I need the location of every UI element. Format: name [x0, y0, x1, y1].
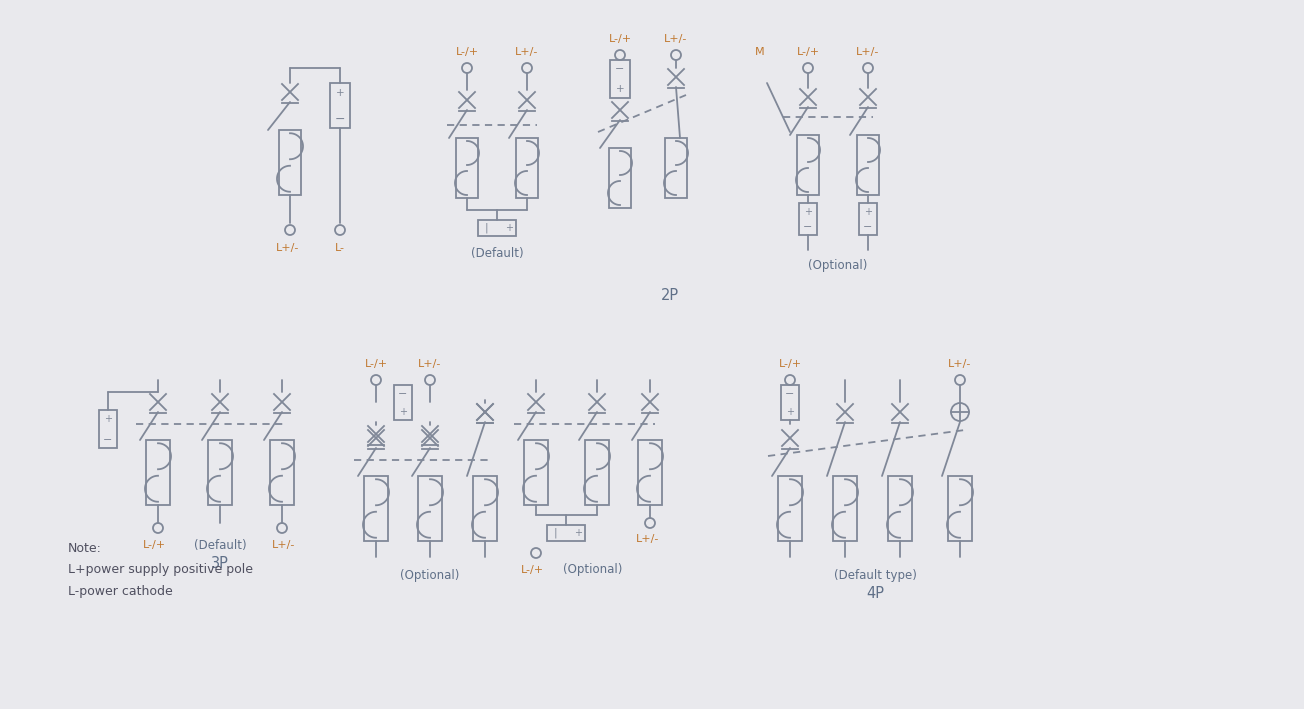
Text: L+/-: L+/- [419, 359, 442, 369]
Text: −: − [785, 389, 794, 399]
Text: +: + [104, 414, 112, 424]
Text: L+/-: L+/- [664, 34, 687, 44]
Bar [781, 385, 799, 420]
Bar [799, 203, 818, 235]
Bar [456, 138, 479, 198]
Bar [524, 440, 548, 505]
Bar [610, 60, 630, 98]
Bar [364, 476, 389, 541]
Text: −: − [803, 222, 812, 232]
Bar [209, 440, 232, 505]
Bar [948, 476, 971, 541]
Text: L+/-: L+/- [857, 47, 880, 57]
Text: L+/-: L+/- [515, 47, 539, 57]
Text: L+/-: L+/- [948, 359, 971, 369]
Bar [419, 476, 442, 541]
Bar [270, 440, 293, 505]
Text: 2P: 2P [661, 288, 679, 303]
Text: (Optional): (Optional) [563, 564, 623, 576]
Text: (Optional): (Optional) [808, 259, 867, 272]
Bar [665, 138, 687, 198]
Text: +: + [335, 88, 344, 98]
Bar [797, 135, 819, 195]
Text: +: + [805, 207, 812, 217]
Text: 3P: 3P [211, 555, 230, 571]
Bar [330, 83, 349, 128]
Bar [473, 476, 497, 541]
Text: −: − [103, 435, 112, 445]
Bar [833, 476, 857, 541]
Text: (Default): (Default) [471, 247, 523, 260]
Text: L+/-: L+/- [276, 243, 300, 253]
Bar [638, 440, 662, 505]
Bar [279, 130, 301, 195]
Bar [888, 476, 911, 541]
Text: +: + [399, 407, 407, 417]
Text: (Default type): (Default type) [833, 569, 917, 581]
Text: L-/+: L-/+ [520, 565, 544, 575]
Text: L-power cathode: L-power cathode [68, 586, 172, 598]
Text: +: + [505, 223, 512, 233]
Bar [859, 203, 878, 235]
Bar [857, 135, 879, 195]
Text: L-: L- [335, 243, 346, 253]
Bar [778, 476, 802, 541]
Text: L+power supply positive pole: L+power supply positive pole [68, 564, 253, 576]
Bar [516, 138, 539, 198]
Text: L-/+: L-/+ [364, 359, 387, 369]
Text: L-/+: L-/+ [609, 34, 631, 44]
Text: −: − [335, 113, 346, 125]
Text: +: + [786, 407, 794, 417]
Text: L+/-: L+/- [273, 540, 296, 550]
Text: (Optional): (Optional) [400, 569, 460, 581]
Text: −: − [615, 64, 625, 74]
Text: Note:: Note: [68, 542, 102, 554]
Text: |: | [553, 527, 557, 538]
Bar [546, 525, 585, 541]
Text: +: + [865, 207, 872, 217]
Bar [394, 385, 412, 420]
Text: L-/+: L-/+ [142, 540, 166, 550]
Text: L-/+: L-/+ [455, 47, 479, 57]
Bar [146, 440, 170, 505]
Text: (Default): (Default) [194, 539, 246, 552]
Text: L+/-: L+/- [636, 534, 660, 544]
Text: −: − [398, 389, 408, 399]
Bar [585, 440, 609, 505]
Text: −: − [863, 222, 872, 232]
Text: +: + [574, 528, 582, 538]
Text: +: + [615, 84, 625, 94]
Bar [99, 410, 117, 448]
Text: L-/+: L-/+ [797, 47, 819, 57]
Bar [479, 220, 516, 236]
Text: 4P: 4P [866, 586, 884, 601]
Text: L-/+: L-/+ [778, 359, 802, 369]
Text: M: M [755, 47, 765, 57]
Text: |: | [484, 223, 488, 233]
Bar [609, 148, 631, 208]
